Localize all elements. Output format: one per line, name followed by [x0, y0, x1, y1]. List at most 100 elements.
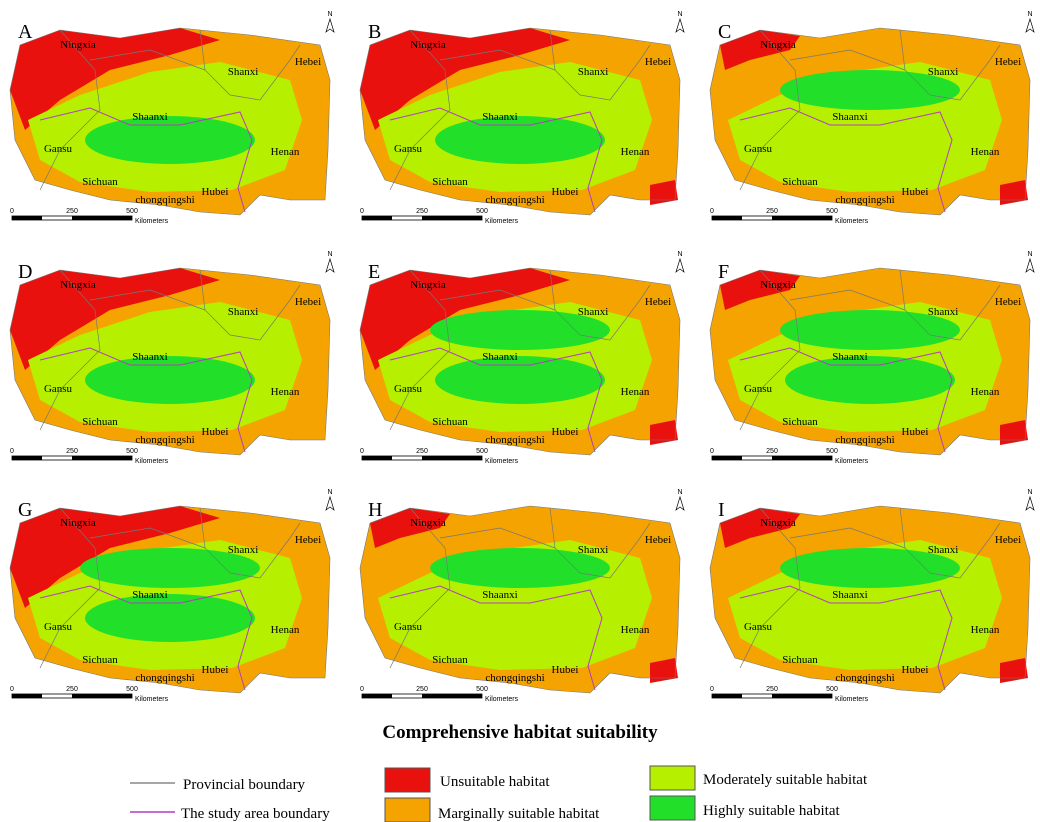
north-label: N — [1027, 489, 1032, 496]
highly-suitable-area — [85, 594, 255, 642]
provincial-boundary — [789, 527, 906, 549]
scale-bar — [362, 216, 392, 220]
map-panel: G Ningxia Shanxi Hebei Shaanxi Gansu Henan Sich… — [9, 489, 335, 703]
scale-bar — [422, 456, 482, 460]
province-label: chongqingshi — [135, 194, 194, 206]
province-label: Shanxi — [928, 66, 959, 78]
study-boundary — [389, 347, 603, 453]
scale-unit: Kilometers — [835, 218, 869, 225]
unsuitable-area — [10, 28, 220, 130]
map-panel: F Ningxia Shanxi Hebei Shaanxi Gansu Henan Sich… — [709, 251, 1035, 465]
map-outline — [709, 267, 1031, 456]
provincial-boundary — [439, 527, 556, 549]
province-label: Shanxi — [578, 306, 609, 318]
province-label: Gansu — [744, 621, 773, 633]
provincial-boundary — [549, 29, 651, 101]
province-label: Shaanxi — [132, 351, 167, 363]
legend-swatch — [649, 765, 696, 791]
panel-letter: E — [368, 261, 380, 283]
highly-suitable-area — [435, 356, 605, 404]
unsuitable-area — [720, 270, 800, 310]
north-arrow — [325, 17, 335, 33]
panel-letter: D — [18, 261, 32, 283]
scale-unit: Kilometers — [135, 458, 169, 465]
legend-label: Marginally suitable habitat — [438, 806, 600, 822]
province-label: Shaanxi — [832, 351, 867, 363]
province-label: Hubei — [902, 664, 929, 676]
province-label: Sichuan — [432, 654, 468, 666]
provincial-boundary — [39, 507, 101, 669]
unsuitable-area — [720, 508, 800, 548]
provincial-boundary — [199, 507, 301, 579]
province-label: chongqingshi — [135, 672, 194, 684]
provincial-boundary — [199, 269, 301, 341]
provincial-boundary — [389, 507, 451, 669]
panel-letter: A — [18, 21, 33, 43]
province-label: Sichuan — [782, 654, 818, 666]
north-arrow — [675, 257, 685, 273]
scale-unit: Kilometers — [485, 458, 519, 465]
scale-bar — [72, 694, 132, 698]
map-outline — [9, 27, 331, 216]
province-label: Henan — [271, 386, 300, 398]
provincial-boundary — [199, 29, 301, 101]
province-label: Hubei — [902, 426, 929, 438]
province-label: Ningxia — [60, 279, 96, 291]
scale-bar — [362, 694, 392, 698]
scale-unit: Kilometers — [135, 218, 169, 225]
province-label: Henan — [971, 624, 1000, 636]
provincial-boundary — [739, 507, 801, 669]
north-label: N — [677, 489, 682, 496]
scale-bar — [72, 216, 132, 220]
provincial-boundary — [39, 269, 101, 431]
province-label: Hubei — [202, 426, 229, 438]
panel-letter: H — [368, 499, 382, 521]
province-label: Hubei — [202, 664, 229, 676]
province-label: Gansu — [44, 143, 73, 155]
study-boundary — [739, 107, 953, 213]
province-label: Henan — [271, 624, 300, 636]
map-outline — [359, 505, 681, 694]
province-label: Hubei — [552, 426, 579, 438]
province-label: Shanxi — [578, 66, 609, 78]
scale-label: 500 — [126, 208, 138, 215]
province-label: Shanxi — [228, 66, 259, 78]
map-outline — [9, 267, 331, 456]
north-arrow — [325, 495, 335, 511]
map-panel: E Ningxia Shanxi Hebei Shaanxi Gansu Henan Sich… — [359, 251, 685, 465]
north-arrow — [325, 257, 335, 273]
province-label: Shaanxi — [482, 589, 517, 601]
scale-unit: Kilometers — [835, 458, 869, 465]
province-label: Gansu — [394, 383, 423, 395]
scale-label: 250 — [766, 448, 778, 455]
province-label: Sichuan — [782, 416, 818, 428]
province-label: Hubei — [552, 186, 579, 198]
province-label: Ningxia — [410, 39, 446, 51]
north-label: N — [1027, 11, 1032, 18]
scale-label: 250 — [416, 448, 428, 455]
scale-label: 500 — [826, 208, 838, 215]
provincial-boundary — [389, 29, 451, 191]
scale-bar — [772, 216, 832, 220]
province-label: Gansu — [44, 383, 73, 395]
province-label: Hebei — [995, 534, 1021, 546]
highly-suitable-area — [85, 356, 255, 404]
scale-bar — [772, 456, 832, 460]
highly-suitable-area — [785, 356, 955, 404]
map-panel: H Ningxia Shanxi Hebei Shaanxi Gansu Henan Sich… — [359, 489, 685, 703]
provincial-boundary — [549, 507, 651, 579]
north-arrow — [675, 495, 685, 511]
north-arrow — [1025, 17, 1035, 33]
province-label: Gansu — [744, 383, 773, 395]
province-label: Henan — [271, 146, 300, 158]
scale-bar — [362, 456, 392, 460]
scale-label: 250 — [766, 686, 778, 693]
provincial-boundary — [389, 269, 451, 431]
panel-letter: I — [718, 499, 725, 521]
scale-label: 500 — [126, 686, 138, 693]
scale-bar — [12, 694, 42, 698]
province-label: Shanxi — [228, 544, 259, 556]
province-label: Sichuan — [782, 176, 818, 188]
scale-label: 250 — [66, 448, 78, 455]
north-label: N — [327, 11, 332, 18]
